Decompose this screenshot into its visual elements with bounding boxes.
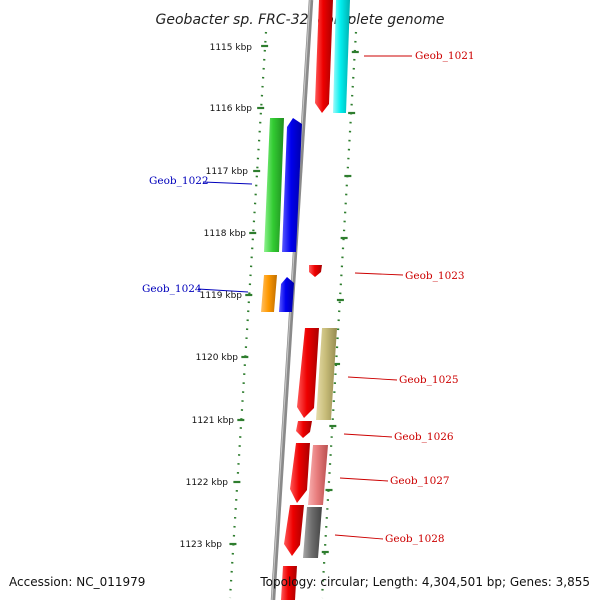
gene-label-geob-1025[interactable]: Geob_1025	[399, 374, 459, 386]
gene-arrow-blue-geob-1024[interactable]	[279, 277, 294, 312]
gene-arrow-red-geob-1028[interactable]	[284, 505, 304, 556]
gene-arrow-red-geob-1023[interactable]	[309, 265, 322, 277]
gene-arrow-cyan-geob-1021[interactable]	[333, 0, 350, 113]
gene-label-geob-1022[interactable]: Geob_1022	[149, 175, 209, 187]
gene-label-geob-1028[interactable]: Geob_1028	[385, 533, 445, 545]
kbp-label-1123: 1123 kbp	[180, 540, 223, 550]
kbp-label-1121: 1121 kbp	[192, 416, 235, 426]
gene-arrow-gray[interactable]	[303, 507, 322, 558]
kbp-label-1118: 1118 kbp	[204, 229, 247, 239]
gene-arrow-red[interactable]	[315, 0, 333, 113]
kbp-label-1120: 1120 kbp	[196, 353, 239, 363]
gene-arrow-orange[interactable]	[261, 275, 277, 312]
kbp-label-1115: 1115 kbp	[210, 43, 253, 53]
gene-label-geob-1023[interactable]: Geob_1023	[405, 270, 465, 282]
topology-text: Topology: circular; Length: 4,304,501 bp…	[259, 575, 590, 589]
accession-text: Accession: NC_011979	[9, 575, 145, 589]
gene-arrow-red-bottom[interactable]	[281, 566, 297, 600]
gene-arrow-red-geob-1026[interactable]	[296, 421, 312, 438]
gene-arrow-red-geob-1027[interactable]	[290, 443, 310, 503]
kbp-ticks	[229, 44, 359, 554]
map-title: Geobacter sp. FRC-32, complete genome	[156, 12, 445, 28]
gene-labels: Geob_1021 Geob_1022 Geob_1023 Geob_1024 …	[142, 50, 475, 545]
gene-arrow-red-geob-1025[interactable]	[297, 328, 319, 418]
gene-arrow-green[interactable]	[264, 118, 284, 252]
kbp-labels: 1115 kbp 1116 kbp 1117 kbp 1118 kbp 1119…	[180, 43, 253, 550]
kbp-label-1116: 1116 kbp	[210, 104, 253, 114]
kbp-label-1122: 1122 kbp	[186, 478, 229, 488]
gene-label-geob-1026[interactable]: Geob_1026	[394, 431, 454, 443]
kbp-label-1117: 1117 kbp	[206, 167, 249, 177]
gene-arrow-blue-geob-1022[interactable]	[282, 118, 302, 252]
kbp-label-1119: 1119 kbp	[200, 291, 243, 301]
gene-label-geob-1024[interactable]: Geob_1024	[142, 283, 202, 295]
gene-arrow-khaki[interactable]	[316, 328, 337, 420]
gene-label-geob-1021[interactable]: Geob_1021	[415, 50, 475, 62]
label-leader-lines	[197, 55, 412, 540]
gene-arrow-pink[interactable]	[308, 445, 328, 505]
gene-label-geob-1027[interactable]: Geob_1027	[390, 475, 450, 487]
